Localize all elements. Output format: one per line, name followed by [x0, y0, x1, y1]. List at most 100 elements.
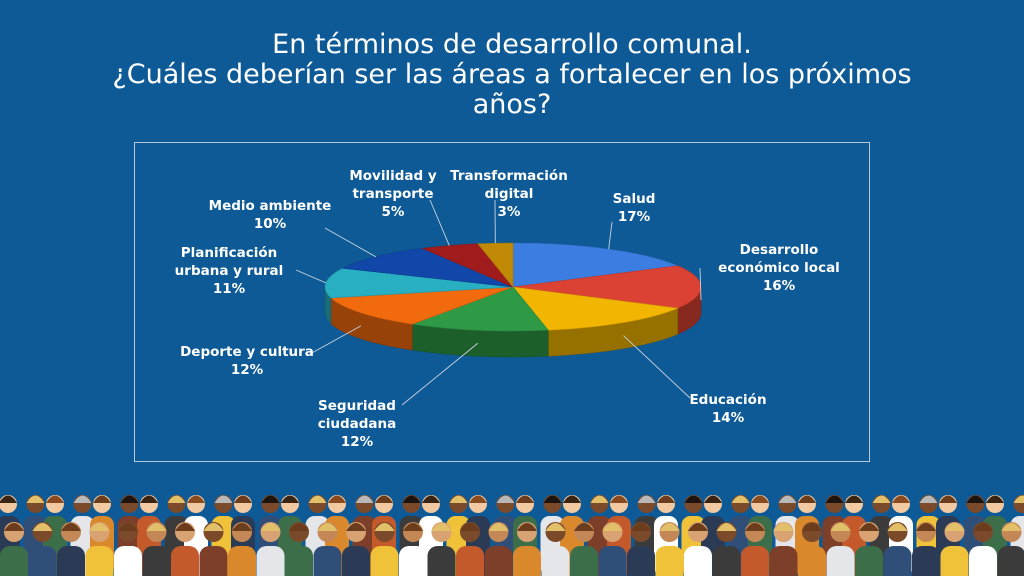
person-hair	[289, 523, 309, 531]
person-hair	[887, 523, 908, 531]
person-hair	[545, 523, 566, 531]
person-hair	[1013, 495, 1024, 503]
person-body	[769, 546, 798, 576]
person-hair	[375, 495, 393, 503]
person-hair	[4, 523, 24, 531]
slice-label-line: digital	[485, 186, 534, 202]
person-body	[655, 546, 684, 576]
person-body	[285, 546, 313, 576]
person-hair	[355, 495, 374, 503]
person-body	[541, 546, 570, 576]
person-hair	[745, 523, 765, 531]
person-body	[342, 546, 370, 576]
person-hair	[637, 495, 656, 503]
slice-label-line: Planificación	[181, 245, 278, 261]
person-body	[399, 546, 427, 576]
person-body	[570, 546, 598, 576]
person-body	[171, 546, 199, 576]
person-hair	[631, 523, 651, 531]
chart-frame	[134, 142, 870, 462]
person-hair	[281, 495, 299, 503]
pie-sides	[324, 286, 702, 358]
slice-label: Planificación urbana y rural 11%	[175, 245, 284, 297]
pie-leaders	[295, 199, 702, 406]
person-hair	[659, 523, 680, 531]
slice-label: Deporte y cultura 12%	[180, 344, 314, 378]
person-hair	[716, 523, 737, 531]
person-hair	[966, 495, 985, 503]
pie-slice	[324, 267, 514, 299]
person-hair	[543, 495, 562, 503]
person-hair	[973, 523, 993, 531]
person-body	[0, 546, 28, 576]
person-hair	[234, 495, 252, 503]
page-title: En términos de desarrollo comunal. ¿Cuál…	[60, 30, 964, 120]
person-hair	[89, 523, 110, 531]
person-hair	[610, 495, 628, 503]
person-hair	[317, 523, 338, 531]
person-hair	[203, 523, 224, 531]
slice-value: 16%	[763, 278, 796, 294]
person-hair	[175, 523, 195, 531]
slice-label: Desarrollo económico local 16%	[718, 242, 840, 294]
person-hair	[517, 523, 537, 531]
leader-line	[295, 269, 327, 284]
person-body	[969, 546, 997, 576]
person-body	[684, 546, 712, 576]
pie-slice	[512, 286, 679, 331]
person-hair	[422, 495, 440, 503]
leader-line	[401, 342, 479, 406]
person-hair	[802, 523, 822, 531]
person-body	[997, 546, 1024, 576]
leader-line	[309, 325, 362, 355]
slice-label: Salud 17%	[613, 191, 656, 225]
person-hair	[688, 523, 708, 531]
person-body	[741, 546, 769, 576]
person-hair	[657, 495, 675, 503]
leader-line	[324, 227, 377, 258]
person-hair	[986, 495, 1004, 503]
person-hair	[590, 495, 609, 503]
person-hair	[261, 495, 280, 503]
person-body	[627, 546, 655, 576]
person-body	[114, 546, 142, 576]
person-body	[370, 546, 399, 576]
person-hair	[496, 495, 515, 503]
slice-label-line: Seguridad	[318, 398, 396, 414]
person-hair	[488, 523, 509, 531]
person-hair	[602, 523, 623, 531]
person-hair	[232, 523, 252, 531]
person-hair	[32, 523, 53, 531]
person-hair	[731, 495, 750, 503]
person-body	[313, 546, 342, 576]
person-hair	[146, 523, 167, 531]
person-hair	[516, 495, 534, 503]
person-hair	[704, 495, 722, 503]
crowd-illustration	[0, 495, 1024, 576]
person-body	[228, 546, 256, 576]
slice-label-line: Salud	[613, 191, 656, 207]
person-hair	[773, 523, 794, 531]
person-hair	[574, 523, 594, 531]
person-hair	[346, 523, 366, 531]
slice-label-line: Desarrollo	[740, 242, 819, 258]
person-body	[28, 546, 57, 576]
person-body	[484, 546, 513, 576]
person-hair	[61, 523, 81, 531]
person-hair	[402, 495, 421, 503]
title-line-2: ¿Cuáles deberían ser las áreas a fortale…	[112, 59, 912, 90]
slice-value: 12%	[231, 362, 264, 378]
title-line-1: En términos de desarrollo comunal.	[272, 29, 752, 60]
person-body	[513, 546, 541, 576]
person-hair	[916, 523, 936, 531]
slice-label: Movilidad y transporte 5%	[349, 168, 437, 220]
leader-line	[608, 221, 613, 250]
pie-slice	[512, 242, 679, 288]
person-body	[456, 546, 484, 576]
person-body	[142, 546, 171, 576]
slice-label: Seguridad ciudadana 12%	[318, 398, 397, 450]
title-line-3: años?	[472, 89, 552, 120]
person-hair	[374, 523, 395, 531]
person-hair	[214, 495, 233, 503]
person-body	[826, 546, 855, 576]
